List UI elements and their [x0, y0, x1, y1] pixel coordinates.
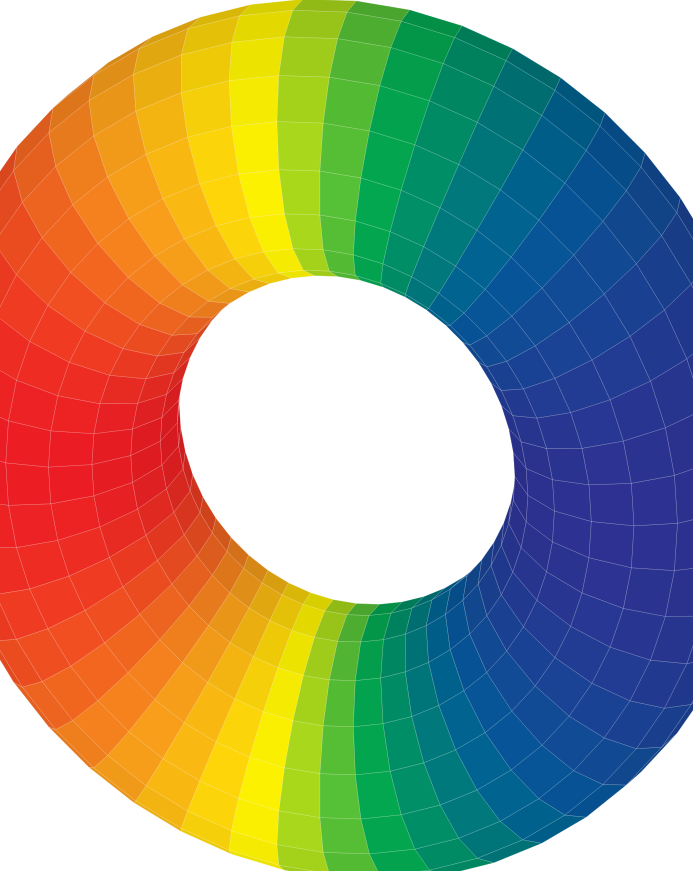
- torus-face: [229, 567, 263, 609]
- torus-face: [199, 496, 217, 534]
- torus-face: [187, 126, 239, 184]
- torus-face: [127, 639, 183, 700]
- torus-face: [405, 276, 440, 309]
- torus-face: [319, 122, 370, 179]
- torus-face: [47, 272, 105, 332]
- torus-face: [423, 207, 478, 267]
- torus-face: [228, 36, 285, 81]
- torus-face: [546, 448, 590, 486]
- torus-face: [360, 130, 416, 191]
- torus-face: [278, 767, 321, 818]
- torus-face: [50, 495, 101, 541]
- torus-face: [228, 75, 280, 127]
- torus-face: [581, 440, 632, 486]
- torus-face: [178, 427, 186, 469]
- torus-face: [8, 503, 59, 548]
- torus-face: [162, 183, 217, 240]
- torus-face: [283, 10, 348, 39]
- torus-face: [686, 644, 693, 665]
- torus-face: [303, 269, 339, 277]
- torus-face: [439, 164, 501, 231]
- torus-face: [48, 430, 95, 468]
- torus-face: [631, 475, 678, 527]
- torus-face: [68, 557, 124, 611]
- torus-face: [276, 75, 330, 124]
- torus-face: [70, 243, 129, 304]
- torus-face: [109, 534, 158, 588]
- torus-face: [588, 483, 635, 527]
- torus-face: [631, 523, 678, 571]
- torus-face: [231, 121, 280, 175]
- torus-face: [319, 725, 356, 776]
- torus-face: [0, 169, 23, 235]
- torus-face: [319, 170, 362, 222]
- torus-face: [107, 153, 164, 220]
- torus-face: [284, 213, 324, 250]
- torus-face: [93, 482, 138, 528]
- torus-face: [5, 462, 52, 506]
- torus-face: [183, 319, 213, 353]
- torus-face: [353, 677, 384, 728]
- torus-face: [380, 633, 406, 679]
- torus-face: [0, 146, 18, 191]
- torus-face: [276, 121, 324, 172]
- torus-face: [29, 305, 86, 363]
- torus-face: [122, 324, 173, 357]
- torus-face: [319, 214, 356, 256]
- torus-face: [84, 586, 141, 644]
- torus-face: [319, 773, 362, 820]
- torus-face: [278, 36, 338, 78]
- torus-face: [50, 395, 101, 434]
- torus-face: [278, 864, 315, 871]
- torus-face: [623, 567, 675, 617]
- torus-face: [292, 0, 357, 13]
- torus-face: [690, 700, 693, 705]
- torus-face: [93, 403, 138, 434]
- torus-face: [91, 455, 133, 497]
- torus-face: [278, 169, 321, 216]
- torus-face: [84, 302, 141, 349]
